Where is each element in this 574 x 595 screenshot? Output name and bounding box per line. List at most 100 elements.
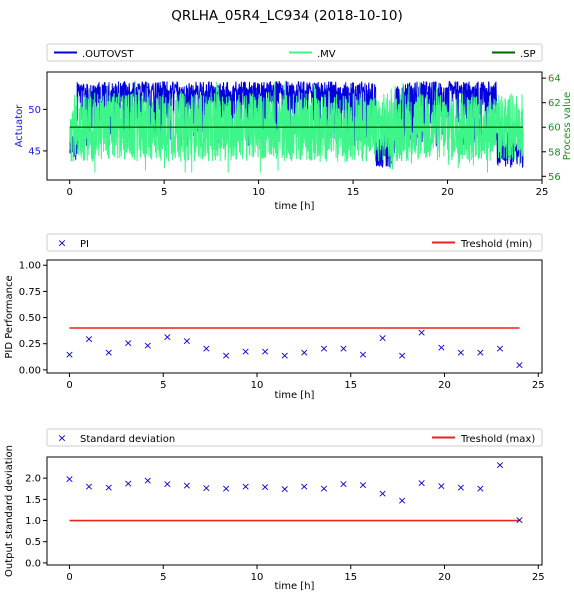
chart-pid-performance: × × × × × × × × × × × × × × × × × × × × × × × × 0 5 10 15 20 25 0.00… [4, 259, 545, 401]
std-point: × [495, 459, 504, 472]
x-tick-label: 10 [251, 380, 264, 391]
std-point: × [241, 480, 250, 493]
x-tick-label: 15 [344, 380, 357, 391]
std-point: × [221, 482, 230, 495]
y-tick-label: 1.00 [19, 261, 41, 272]
y-tick-label: 2.0 [25, 474, 41, 485]
std-point: × [124, 477, 133, 490]
std-point: × [358, 479, 367, 492]
pi-point: × [319, 342, 328, 355]
x-tick-label: 15 [344, 572, 357, 583]
x-tick-label: 20 [438, 380, 451, 391]
std-point: × [280, 482, 289, 495]
y-axis-right-process: 56 58 60 62 64 [542, 74, 561, 183]
std-point: × [143, 474, 152, 487]
x-tick-label: 25 [532, 380, 545, 391]
std-point: × [378, 487, 387, 500]
pi-point: × [202, 342, 211, 355]
legend-label-pi: PI [80, 239, 89, 250]
std-point: × [476, 482, 485, 495]
pi-point: × [515, 359, 524, 372]
pi-point: × [182, 335, 191, 348]
legend-box [46, 428, 543, 447]
x-tick-label: 25 [532, 572, 545, 583]
y-tick-label: 45 [28, 146, 41, 157]
chart-std-deviation: ×× × × × × × × × × × × × × × ×××× × × ××× 0 5 10 15 20 25 0.00… [4, 445, 545, 592]
pi-point: × [163, 330, 172, 343]
y-tick-label: 62 [548, 98, 561, 109]
x-tick-label: 25 [536, 187, 549, 198]
legend-pi: × PI Treshold (min) [46, 233, 543, 252]
pi-point: × [124, 337, 133, 350]
pi-point: × [358, 348, 367, 361]
y-tick-label: 0.00 [19, 365, 41, 376]
pi-point: × [280, 349, 289, 362]
x-tick-label: 15 [347, 187, 360, 198]
pi-point: × [398, 349, 407, 362]
y-tick-label: 60 [548, 123, 561, 134]
legend-label-threshold-max: Treshold (max) [460, 434, 535, 445]
std-point: × [163, 477, 172, 490]
pi-point: × [84, 332, 93, 345]
pi-point: × [437, 341, 446, 354]
y-tick-label: 50 [28, 105, 41, 116]
std-point: × [456, 481, 465, 494]
pi-point: × [476, 346, 485, 359]
chart-process: 0 5 10 15 20 25 45 50 56 58 60 62 64 time [h] Actu… [14, 71, 573, 212]
x-tick-label: 0 [66, 572, 72, 583]
std-point: × [339, 477, 348, 490]
std-point: × [515, 513, 524, 526]
legend-box [46, 233, 543, 252]
y-axis-label-actuator: Actuator [14, 104, 25, 148]
pi-point: × [495, 342, 504, 355]
std-point: × [300, 480, 309, 493]
std-point: × [65, 473, 74, 486]
y-tick-label: 0.75 [19, 287, 41, 298]
std-point: × [319, 482, 328, 495]
x-axis-process: 0 5 10 15 20 25 [66, 180, 548, 198]
std-point: × [260, 481, 269, 494]
x-tick-label: 5 [160, 572, 166, 583]
y-tick-label: 64 [548, 74, 561, 85]
y-tick-label: 58 [548, 147, 561, 158]
pi-point: × [456, 346, 465, 359]
y-tick-label: 0.50 [19, 313, 41, 324]
x-tick-label: 10 [251, 572, 264, 583]
std-point: × [437, 479, 446, 492]
legend-label-std: Standard deviation [80, 434, 175, 445]
x-tick-label: 0 [66, 380, 72, 391]
pi-point: × [417, 326, 426, 339]
legend-label-mv: .MV [317, 49, 336, 60]
pi-point: × [65, 348, 74, 361]
legend-std: × Standard deviation Treshold (max) [46, 428, 543, 447]
y-tick-label: 56 [548, 172, 561, 183]
legend-marker-pi: × [57, 237, 66, 250]
x-tick-label: 5 [160, 380, 166, 391]
y-tick-label: 1.0 [25, 516, 41, 527]
y-axis-pid: 0.00 0.25 0.50 0.75 1.00 [19, 261, 47, 376]
y-tick-label: 0.25 [19, 339, 41, 350]
y-axis-label-process-value: Process value [562, 92, 573, 160]
x-tick-label: 5 [161, 187, 167, 198]
std-point: × [417, 476, 426, 489]
std-point: × [202, 481, 211, 494]
x-axis-label-process: time [h] [275, 201, 315, 212]
signals [69, 80, 524, 173]
y-axis-label-pid: PID Performance [4, 275, 15, 358]
x-tick-label: 0 [66, 187, 72, 198]
legend-label-outovst: .OUTOVST [82, 49, 134, 60]
legend-label-sp: .SP [520, 49, 536, 60]
x-axis-pid: 0 5 10 15 20 25 [66, 373, 545, 391]
pi-point: × [104, 346, 113, 359]
x-tick-label: 20 [438, 572, 451, 583]
pi-point: × [241, 345, 250, 358]
pi-point: × [339, 342, 348, 355]
pi-point: × [300, 346, 309, 359]
y-axis-left-process: 45 50 [28, 105, 47, 157]
x-axis-label-std: time [h] [275, 581, 315, 592]
std-point: × [84, 480, 93, 493]
x-tick-label: 10 [252, 187, 265, 198]
series-mv-line [69, 80, 524, 173]
plot-area-std [46, 456, 543, 566]
